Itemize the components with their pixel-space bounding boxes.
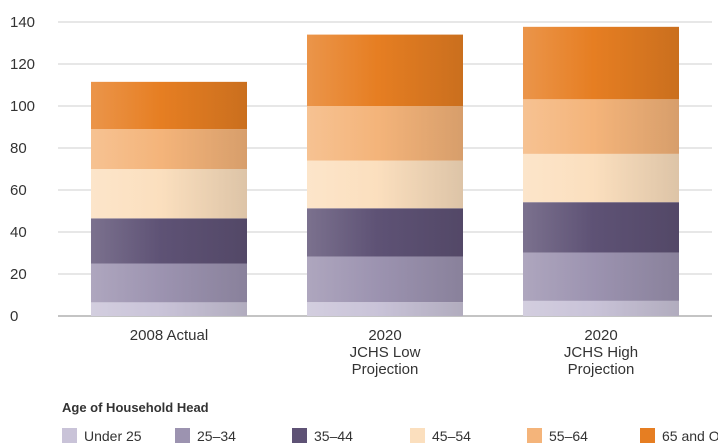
category-label: 2020: [368, 327, 401, 344]
bar-segment: [91, 218, 247, 264]
y-tick-label: 0: [10, 308, 18, 325]
bars: [91, 26, 679, 316]
legend-label: 45–54: [432, 428, 471, 444]
y-tick-label: 40: [10, 224, 27, 241]
bar-segment: [307, 302, 463, 316]
bar-segment: [91, 169, 247, 219]
y-tick-label: 80: [10, 140, 27, 157]
category-label: JCHS High: [564, 344, 638, 361]
legend-swatch: [410, 428, 425, 443]
legend-swatch: [527, 428, 542, 443]
bar-segment: [91, 81, 247, 130]
legend-swatch: [175, 428, 190, 443]
legend-swatch: [640, 428, 655, 443]
bar-segment: [523, 99, 679, 154]
legend-title: Age of Household Head: [62, 400, 209, 415]
category-label: JCHS Low: [350, 344, 421, 361]
bar-segment: [523, 300, 679, 316]
legend-label: Under 25: [84, 428, 142, 444]
bar-segment: [307, 106, 463, 161]
bar-segment: [307, 256, 463, 303]
bar-segment: [91, 129, 247, 169]
bar-segment: [91, 302, 247, 316]
bar-segment: [523, 26, 679, 100]
category-label: Projection: [352, 361, 419, 378]
y-tick-label: 120: [10, 56, 35, 73]
y-tick-label: 140: [10, 14, 35, 31]
bar-segment: [307, 160, 463, 209]
y-tick-label: 20: [10, 266, 27, 283]
legend: Age of Household Head Under 25 25–34 35–44 4…: [62, 400, 718, 444]
bar-segment: [523, 252, 679, 301]
legend-label: 25–34: [197, 428, 236, 444]
bar-segment: [523, 202, 679, 253]
bar-segment: [91, 263, 247, 303]
bar-segment: [307, 34, 463, 106]
legend-label: 55–64: [549, 428, 588, 444]
bar-segment: [307, 208, 463, 257]
legend-label: 65 and Over: [662, 428, 718, 444]
y-tick-label: 100: [10, 98, 35, 115]
y-axis-ticks: 0 20 40 60 80 100 120 140: [10, 14, 35, 325]
legend-swatch: [62, 428, 77, 443]
category-label: Projection: [568, 361, 635, 378]
legend-swatch: [292, 428, 307, 443]
category-label: 2008 Actual: [130, 327, 208, 344]
legend-label: 35–44: [314, 428, 353, 444]
bar-segment: [523, 153, 679, 203]
category-label: 2020: [584, 327, 617, 344]
y-tick-label: 60: [10, 182, 27, 199]
